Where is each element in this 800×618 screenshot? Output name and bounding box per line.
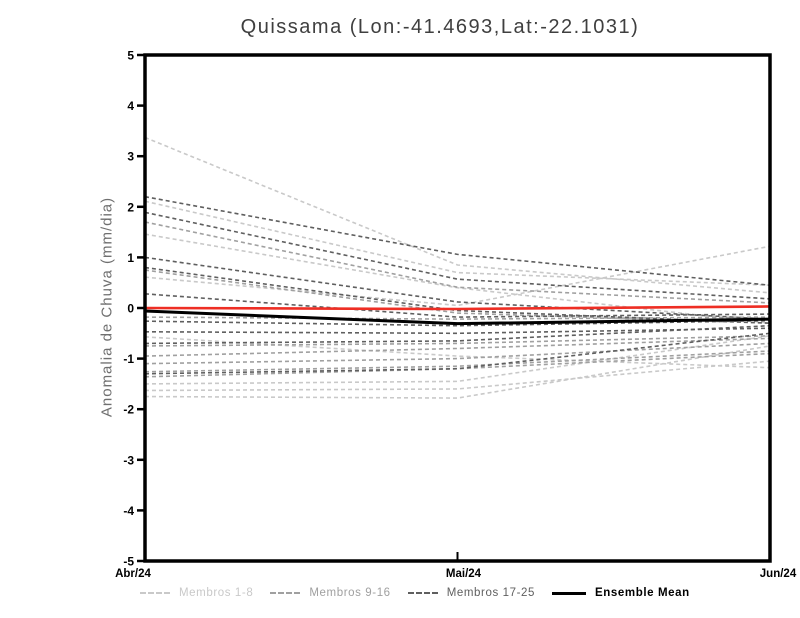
legend-entry: Membros 1-8 [140, 587, 253, 599]
ensemble-mean-line [144, 309, 771, 326]
y-tick-label: 3 [127, 150, 134, 164]
y-tick-label: 0 [127, 302, 134, 316]
legend-entry: Membros 9-16 [270, 587, 390, 599]
member-line [144, 256, 771, 320]
y-tick-label: 4 [127, 99, 134, 113]
y-tick-label: 5 [127, 49, 134, 63]
y-tick-label: -4 [123, 504, 134, 518]
legend-entry: Ensemble Mean [552, 587, 690, 599]
legend-dashed-line-sample [407, 592, 438, 594]
member-line [144, 327, 771, 335]
member-line [144, 136, 771, 294]
y-tick-label: -2 [123, 403, 134, 417]
chart-legend: Membros 1-8 Membros 9-16 Membros 17-25 Ense… [140, 587, 690, 599]
legend-dashed-line-sample [140, 592, 170, 594]
x-month-label: Abr/24 [115, 568, 151, 580]
chart-title: Quissama (Lon:-41.4693,Lat:-22.1031) [240, 16, 640, 38]
member-line [144, 337, 771, 357]
legend-label: Membros 1-8 [179, 587, 254, 599]
member-line [144, 360, 771, 392]
x-month-label: Mai/24 [446, 568, 482, 580]
member-line [144, 221, 771, 304]
member-line [144, 352, 771, 378]
zero-reference-line [144, 305, 771, 311]
member-line [144, 269, 771, 324]
y-tick-label: 2 [127, 200, 134, 214]
member-line [144, 350, 771, 373]
legend-label: Membros 17-25 [446, 587, 536, 599]
member-line [144, 245, 771, 307]
legend-label: Membros 9-16 [309, 587, 391, 599]
y-tick-label: -5 [123, 555, 134, 569]
member-line [144, 233, 771, 324]
member-line [144, 336, 771, 369]
y-tick-label: -3 [123, 453, 134, 467]
member-line [144, 266, 771, 324]
member-line [144, 342, 771, 365]
legend-dashed-line-sample [270, 592, 301, 594]
legend-label: Ensemble Mean [595, 587, 690, 599]
member-line [144, 195, 771, 287]
member-line [144, 293, 771, 318]
legend-entry: Membros 17-25 [407, 587, 536, 599]
member-line [144, 200, 771, 287]
member-line [144, 319, 771, 327]
member-line [144, 335, 771, 347]
member-line [144, 211, 771, 300]
y-tick-label: 1 [127, 251, 134, 265]
member-line [144, 316, 771, 320]
y-tick-label: -1 [123, 352, 134, 366]
legend-solid-line-sample [552, 591, 587, 595]
member-line [144, 324, 771, 345]
x-month-label: Jun/24 [760, 568, 797, 580]
